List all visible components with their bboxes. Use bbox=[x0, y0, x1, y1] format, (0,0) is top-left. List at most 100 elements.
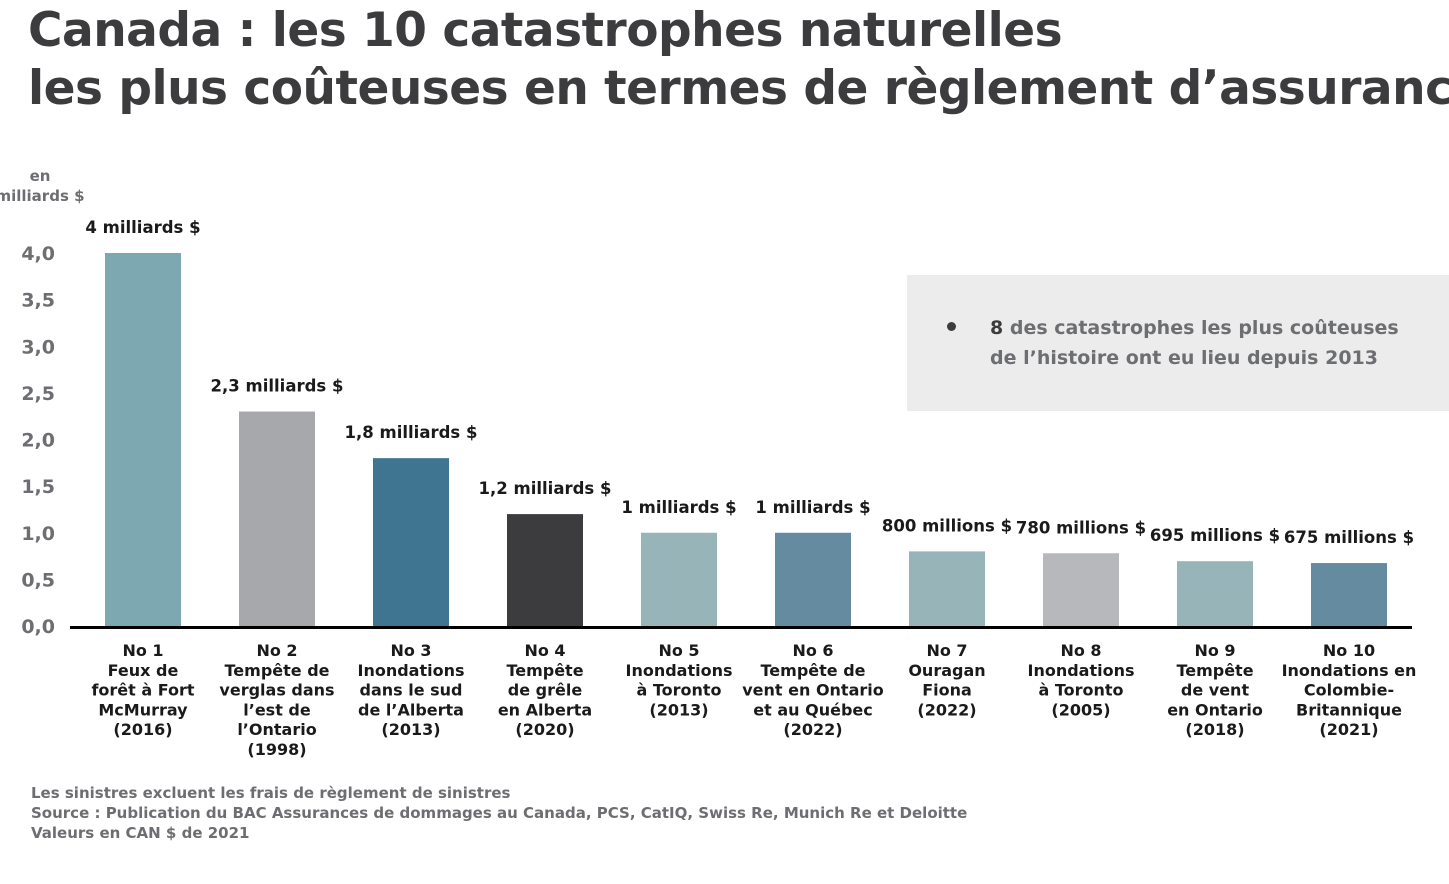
category-label-line: de vent bbox=[1181, 681, 1250, 700]
bar-value-label: 2,3 milliards $ bbox=[211, 377, 344, 396]
bar bbox=[775, 532, 851, 626]
category-label-line: (2013) bbox=[381, 720, 440, 739]
category-label-line: et au Québec bbox=[753, 700, 872, 719]
bar-value-label: 1,2 milliards $ bbox=[479, 479, 612, 498]
category-label-line: en Alberta bbox=[498, 700, 592, 719]
category-label-line: No 3 bbox=[390, 641, 431, 660]
category-label-line: (2013) bbox=[649, 700, 708, 719]
category-label-line: Inondations bbox=[625, 661, 732, 680]
category-label-line: à Toronto bbox=[1038, 681, 1123, 700]
category-label: No 2 Tempête de verglas dans l’est de l’Onta… bbox=[219, 641, 334, 759]
bar bbox=[507, 514, 583, 626]
bar-value-label: 4 milliards $ bbox=[85, 218, 200, 237]
footnotes: Les sinistres excluent les frais de règl… bbox=[31, 783, 967, 843]
category-label-line: Tempête bbox=[506, 661, 583, 680]
bar-value-label: 780 millions $ bbox=[1016, 518, 1146, 537]
category-label: No 9 Tempête de vent en Ontario (2018) bbox=[1167, 641, 1263, 739]
category-label: No 3 Inondations dans le sud de l’Alberta (2… bbox=[357, 641, 464, 739]
category-label: No 4 Tempête de grêle en Alberta (2020) bbox=[498, 641, 592, 739]
y-tick-label: 2,5 bbox=[21, 383, 55, 405]
y-tick-label: 1,5 bbox=[21, 476, 55, 498]
category-label-line: (2022) bbox=[917, 700, 976, 719]
y-tick-label: 2,0 bbox=[21, 430, 55, 452]
category-label-line: en Ontario bbox=[1167, 700, 1263, 719]
y-tick-label: 3,5 bbox=[21, 290, 55, 312]
category-label-line: No 6 bbox=[792, 641, 833, 660]
callout-number: 8 bbox=[990, 317, 1004, 339]
y-tick-label: 0,0 bbox=[21, 616, 55, 638]
y-axis-unit-line: en bbox=[30, 167, 51, 185]
category-label-line: No 9 bbox=[1194, 641, 1235, 660]
category-label-line: Fiona bbox=[922, 681, 972, 700]
chart-title: Canada : les 10 catastrophes naturelles … bbox=[28, 2, 1449, 118]
category-label-line: No 4 bbox=[524, 641, 565, 660]
category-label-line: No 10 bbox=[1323, 641, 1375, 660]
category-label-line: Feux de bbox=[108, 661, 179, 680]
bar bbox=[373, 458, 449, 626]
category-label-line: Britannique bbox=[1296, 700, 1402, 719]
bullet-icon bbox=[947, 322, 956, 331]
bar-value-label: 675 millions $ bbox=[1284, 528, 1414, 547]
callout-description: des catastrophes les plus coûteuses de l… bbox=[990, 317, 1399, 369]
footnote-values: Valeurs en CAN $ de 2021 bbox=[31, 824, 250, 842]
category-label-line: Tempête de bbox=[225, 661, 330, 680]
category-label-line: Inondations bbox=[1027, 661, 1134, 680]
category-label-line: Tempête de bbox=[761, 661, 866, 680]
category-label: No 1 Feux de forêt à Fort McMurray (2016) bbox=[91, 641, 194, 739]
category-label-line: (2016) bbox=[113, 720, 172, 739]
category-label-line: (2021) bbox=[1319, 720, 1378, 739]
bars bbox=[105, 253, 1387, 626]
category-label-line: No 1 bbox=[122, 641, 163, 660]
bar bbox=[1311, 563, 1387, 626]
y-tick-label: 3,0 bbox=[21, 336, 55, 358]
category-label-line: No 2 bbox=[256, 641, 297, 660]
category-label-line: (2018) bbox=[1185, 720, 1244, 739]
category-label: No 5 Inondations à Toronto (2013) bbox=[625, 641, 732, 719]
category-label-line: l’Ontario bbox=[237, 720, 316, 739]
value-labels: 4 milliards $ 2,3 milliards $ 1,8 milliard… bbox=[85, 218, 1414, 547]
y-axis-unit-line: milliards $ bbox=[0, 187, 85, 205]
category-label: No 7 Ouragan Fiona (2022) bbox=[908, 641, 985, 719]
category-label-line: Ouragan bbox=[908, 661, 985, 680]
category-label-line: Inondations en bbox=[1282, 661, 1417, 680]
bar bbox=[239, 411, 315, 626]
bar bbox=[641, 532, 717, 626]
category-label: No 8 Inondations à Toronto (2005) bbox=[1027, 641, 1134, 719]
y-tick-label: 4,0 bbox=[21, 243, 55, 265]
category-label-line: dans le sud bbox=[359, 681, 462, 700]
category-label-line: forêt à Fort bbox=[91, 681, 194, 700]
bar-value-label: 1,8 milliards $ bbox=[345, 423, 478, 442]
category-labels: No 1 Feux de forêt à Fort McMurray (2016)No … bbox=[91, 641, 1416, 759]
category-label-line: l’est de bbox=[243, 700, 311, 719]
footnote-claims: Les sinistres excluent les frais de règl… bbox=[31, 784, 511, 802]
category-label-line: No 5 bbox=[658, 641, 699, 660]
category-label-line: No 8 bbox=[1060, 641, 1101, 660]
bar-value-label: 800 millions $ bbox=[882, 516, 1012, 535]
category-label: No 10 Inondations en Colombie-Britannique(… bbox=[1282, 641, 1417, 739]
y-tick-label: 0,5 bbox=[21, 569, 55, 591]
y-axis-unit-label: en milliards $ bbox=[0, 167, 85, 205]
category-label-line: vent en Ontario bbox=[742, 681, 884, 700]
bar-value-label: 1 milliards $ bbox=[755, 498, 870, 517]
category-label-line: McMurray bbox=[98, 700, 188, 719]
category-label-line: Tempête bbox=[1176, 661, 1253, 680]
category-label-line: verglas dans bbox=[219, 681, 334, 700]
bar-value-label: 1 milliards $ bbox=[621, 498, 736, 517]
callout-text: 8 des catastrophes les plus coûteuses de… bbox=[990, 313, 1430, 373]
category-label-line: (1998) bbox=[247, 740, 306, 759]
chart-title-line-1: Canada : les 10 catastrophes naturelles bbox=[28, 3, 1063, 58]
category-label-line: (2022) bbox=[783, 720, 842, 739]
category-label-line: Inondations bbox=[357, 661, 464, 680]
category-label-line: de grêle bbox=[508, 681, 583, 700]
category-label-line: No 7 bbox=[926, 641, 967, 660]
category-label-line: (2020) bbox=[515, 720, 574, 739]
bar bbox=[105, 253, 181, 626]
chart-title-line-2: les plus coûteuses en termes de règlemen… bbox=[28, 61, 1449, 116]
category-label-line: (2005) bbox=[1051, 700, 1110, 719]
category-label-line: Colombie- bbox=[1304, 681, 1394, 700]
category-label-line: de l’Alberta bbox=[358, 700, 464, 719]
callout-box: 8 des catastrophes les plus coûteuses de… bbox=[907, 275, 1449, 411]
footnote-source: Source : Publication du BAC Assurances d… bbox=[31, 804, 968, 822]
category-label: No 6 Tempête de vent en Ontario et au Québe… bbox=[742, 641, 884, 739]
